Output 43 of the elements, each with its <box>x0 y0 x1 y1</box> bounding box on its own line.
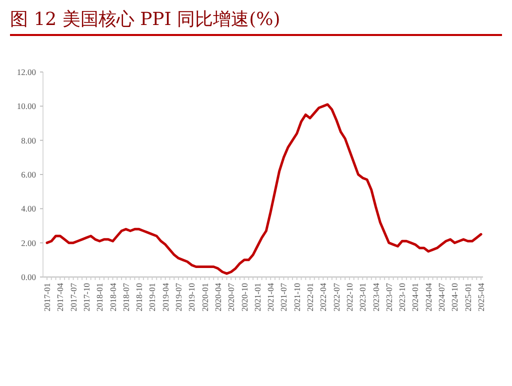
x-tick-label: 2020-07 <box>226 283 236 312</box>
x-tick-label: 2025-04 <box>476 282 486 312</box>
x-tick-label: 2018-10 <box>134 283 144 312</box>
x-tick-label: 2019-01 <box>147 283 158 312</box>
x-tick-label: 2021-10 <box>292 283 302 312</box>
x-tick-label: 2017-01 <box>42 283 52 312</box>
x-tick-label: 2021-04 <box>266 282 276 312</box>
x-tick-label: 2018-01 <box>94 283 105 312</box>
x-tick-label: 2024-07 <box>436 283 447 312</box>
x-tick-label: 2017-04 <box>55 282 66 312</box>
x-tick-label: 2025-01 <box>462 283 473 312</box>
y-tick-label: 12.00 <box>16 67 36 77</box>
x-tick-label: 2019-04 <box>160 282 170 312</box>
x-tick-label: 2022-04 <box>318 282 328 312</box>
x-tick-label: 2024-01 <box>410 283 420 312</box>
x-tick-label: 2017-07 <box>68 283 78 312</box>
line-series <box>46 103 482 275</box>
y-tick-label: 6.00 <box>21 170 36 180</box>
x-tick-label: 2023-07 <box>384 283 394 312</box>
y-tick-label: 4.00 <box>21 204 36 214</box>
x-tick-label: 2023-04 <box>370 282 381 312</box>
x-tick-label: 2020-04 <box>212 282 223 312</box>
x-tick-label: 2022-07 <box>331 283 342 312</box>
x-tick-label: 2018-07 <box>120 283 131 312</box>
x-tick-label: 2023-01 <box>358 283 368 312</box>
y-tick-label: 0.00 <box>21 272 36 282</box>
x-tick-label: 2019-10 <box>186 283 197 312</box>
x-tick-label: 2020-10 <box>239 283 250 312</box>
y-tick-label: 10.00 <box>16 101 36 112</box>
x-tick-label: 2024-04 <box>423 282 434 312</box>
chart-title: 图 12 美国核心 PPI 同比增速(%) <box>10 6 502 36</box>
x-tick-label: 2017-10 <box>81 283 92 312</box>
x-tick-label: 2021-07 <box>278 283 289 312</box>
y-tick-label: 8.00 <box>21 135 36 146</box>
x-tick-label: 2019-07 <box>174 283 184 312</box>
x-tick-label: 2023-10 <box>397 283 408 312</box>
x-tick-label: 2024-10 <box>450 283 460 312</box>
y-tick-label: 2.00 <box>21 238 36 248</box>
x-tick-label: 2022-01 <box>305 283 316 312</box>
x-tick-label: 2020-01 <box>200 283 210 312</box>
x-tick-label: 2021-01 <box>252 283 262 312</box>
x-tick-label: 2022-10 <box>344 283 354 312</box>
x-tick-label: 2018-04 <box>108 282 118 312</box>
